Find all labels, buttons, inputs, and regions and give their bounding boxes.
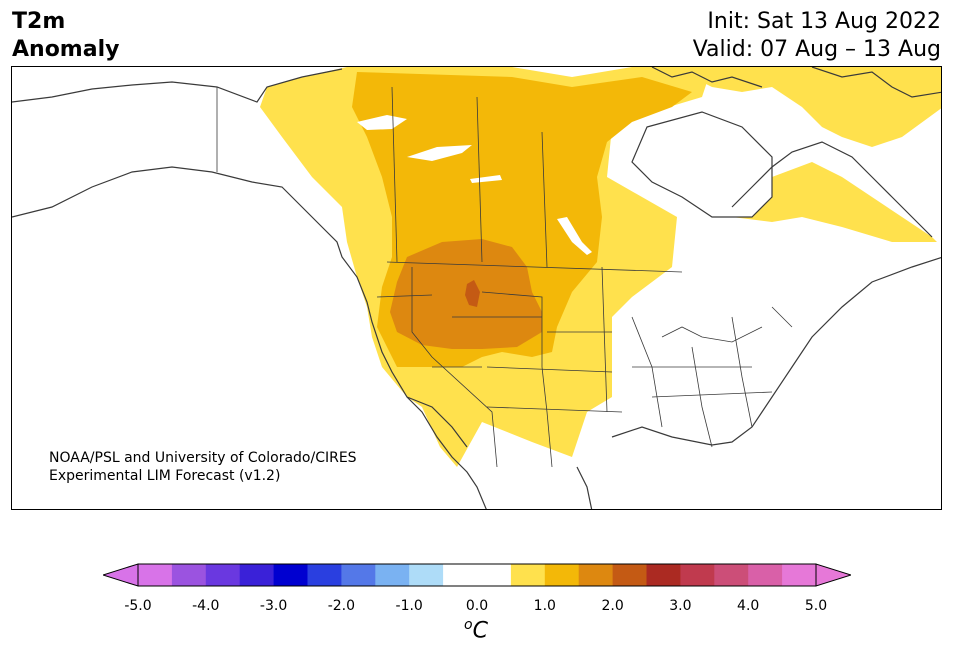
credit-line-2: Experimental LIM Forecast (v1.2) [49, 468, 281, 484]
colorbar-cell [612, 564, 647, 586]
colorbar-cell [375, 564, 410, 586]
colorbar-cell [544, 564, 580, 586]
colorbar-cell [680, 564, 715, 586]
anomaly-area-light-east [732, 162, 937, 242]
unit-label: oC [464, 617, 488, 643]
forecast-dates: Init: Sat 13 Aug 2022 Valid: 07 Aug – 13… [693, 8, 941, 64]
colorbar-tick-label: -3.0 [259, 598, 288, 614]
colorbar-cell [171, 564, 207, 586]
unit-celsius: C [472, 618, 488, 644]
lake-winnipeg [557, 217, 592, 255]
colorbar-tick-label: 1.0 [533, 598, 556, 614]
colorbar-cell [138, 564, 173, 586]
state-borders [216, 86, 793, 468]
colorbar-cell [307, 564, 342, 586]
title-metric: Anomaly [12, 37, 120, 62]
init-date: Init: Sat 13 Aug 2022 [707, 9, 941, 34]
colorbar-cell [273, 564, 308, 586]
colorbar-extend-low [103, 563, 139, 587]
anomaly-area-light-arctic [652, 67, 941, 147]
colorbar-tick-label: 3.0 [669, 598, 692, 614]
anomaly-area-red-orange [465, 280, 480, 307]
colorbar-tick-label: 4.0 [737, 598, 760, 614]
hudson-bay [631, 111, 773, 218]
colorbar-tick-label: 0.0 [465, 598, 489, 614]
colorbar-tick-label: -1.0 [395, 598, 423, 614]
title-variable: T2m [12, 9, 66, 34]
anomaly-map [11, 66, 942, 510]
colorbar-cell [510, 564, 546, 586]
colorbar-tick-label: -4.0 [192, 598, 220, 614]
colorbar-cell [714, 564, 749, 586]
colorbar-cell [341, 564, 376, 586]
colorbar-border [137, 563, 817, 587]
map-title: T2m Anomaly [12, 8, 119, 64]
unit-degree: o [464, 617, 473, 633]
colorbar-cell [748, 564, 783, 586]
lake-athabasca [470, 175, 502, 183]
colorbar-tick-label: -2.0 [327, 598, 356, 614]
gulf-of-mexico [572, 427, 712, 509]
colorbar-cell [578, 564, 614, 586]
colorbar-cell [443, 564, 478, 586]
colorbar-tick-label: 2.0 [601, 598, 624, 614]
great-slave-lake [407, 145, 472, 161]
great-bear-lake [357, 115, 407, 130]
colorbar-cell [477, 564, 512, 586]
colorbar-cell [409, 564, 444, 586]
map-svg [12, 67, 941, 509]
colorbar [103, 563, 851, 587]
colorbar-cell [205, 564, 241, 586]
colorbar-cells [138, 564, 817, 586]
coastlines [12, 67, 941, 509]
valid-range: Valid: 07 Aug – 13 Aug [692, 37, 941, 62]
credit-text: NOAA/PSL and University of Colorado/CIRE… [49, 449, 357, 485]
colorbar-cell [782, 564, 817, 586]
credit-line-1: NOAA/PSL and University of Colorado/CIRE… [49, 450, 357, 466]
colorbar-tick-label: 5.0 [804, 598, 828, 614]
colorbar-tick-label: -5.0 [124, 598, 152, 614]
colorbar-cell [239, 564, 275, 586]
colorbar-cell [646, 564, 681, 586]
colorbar-extend-high [815, 563, 851, 587]
